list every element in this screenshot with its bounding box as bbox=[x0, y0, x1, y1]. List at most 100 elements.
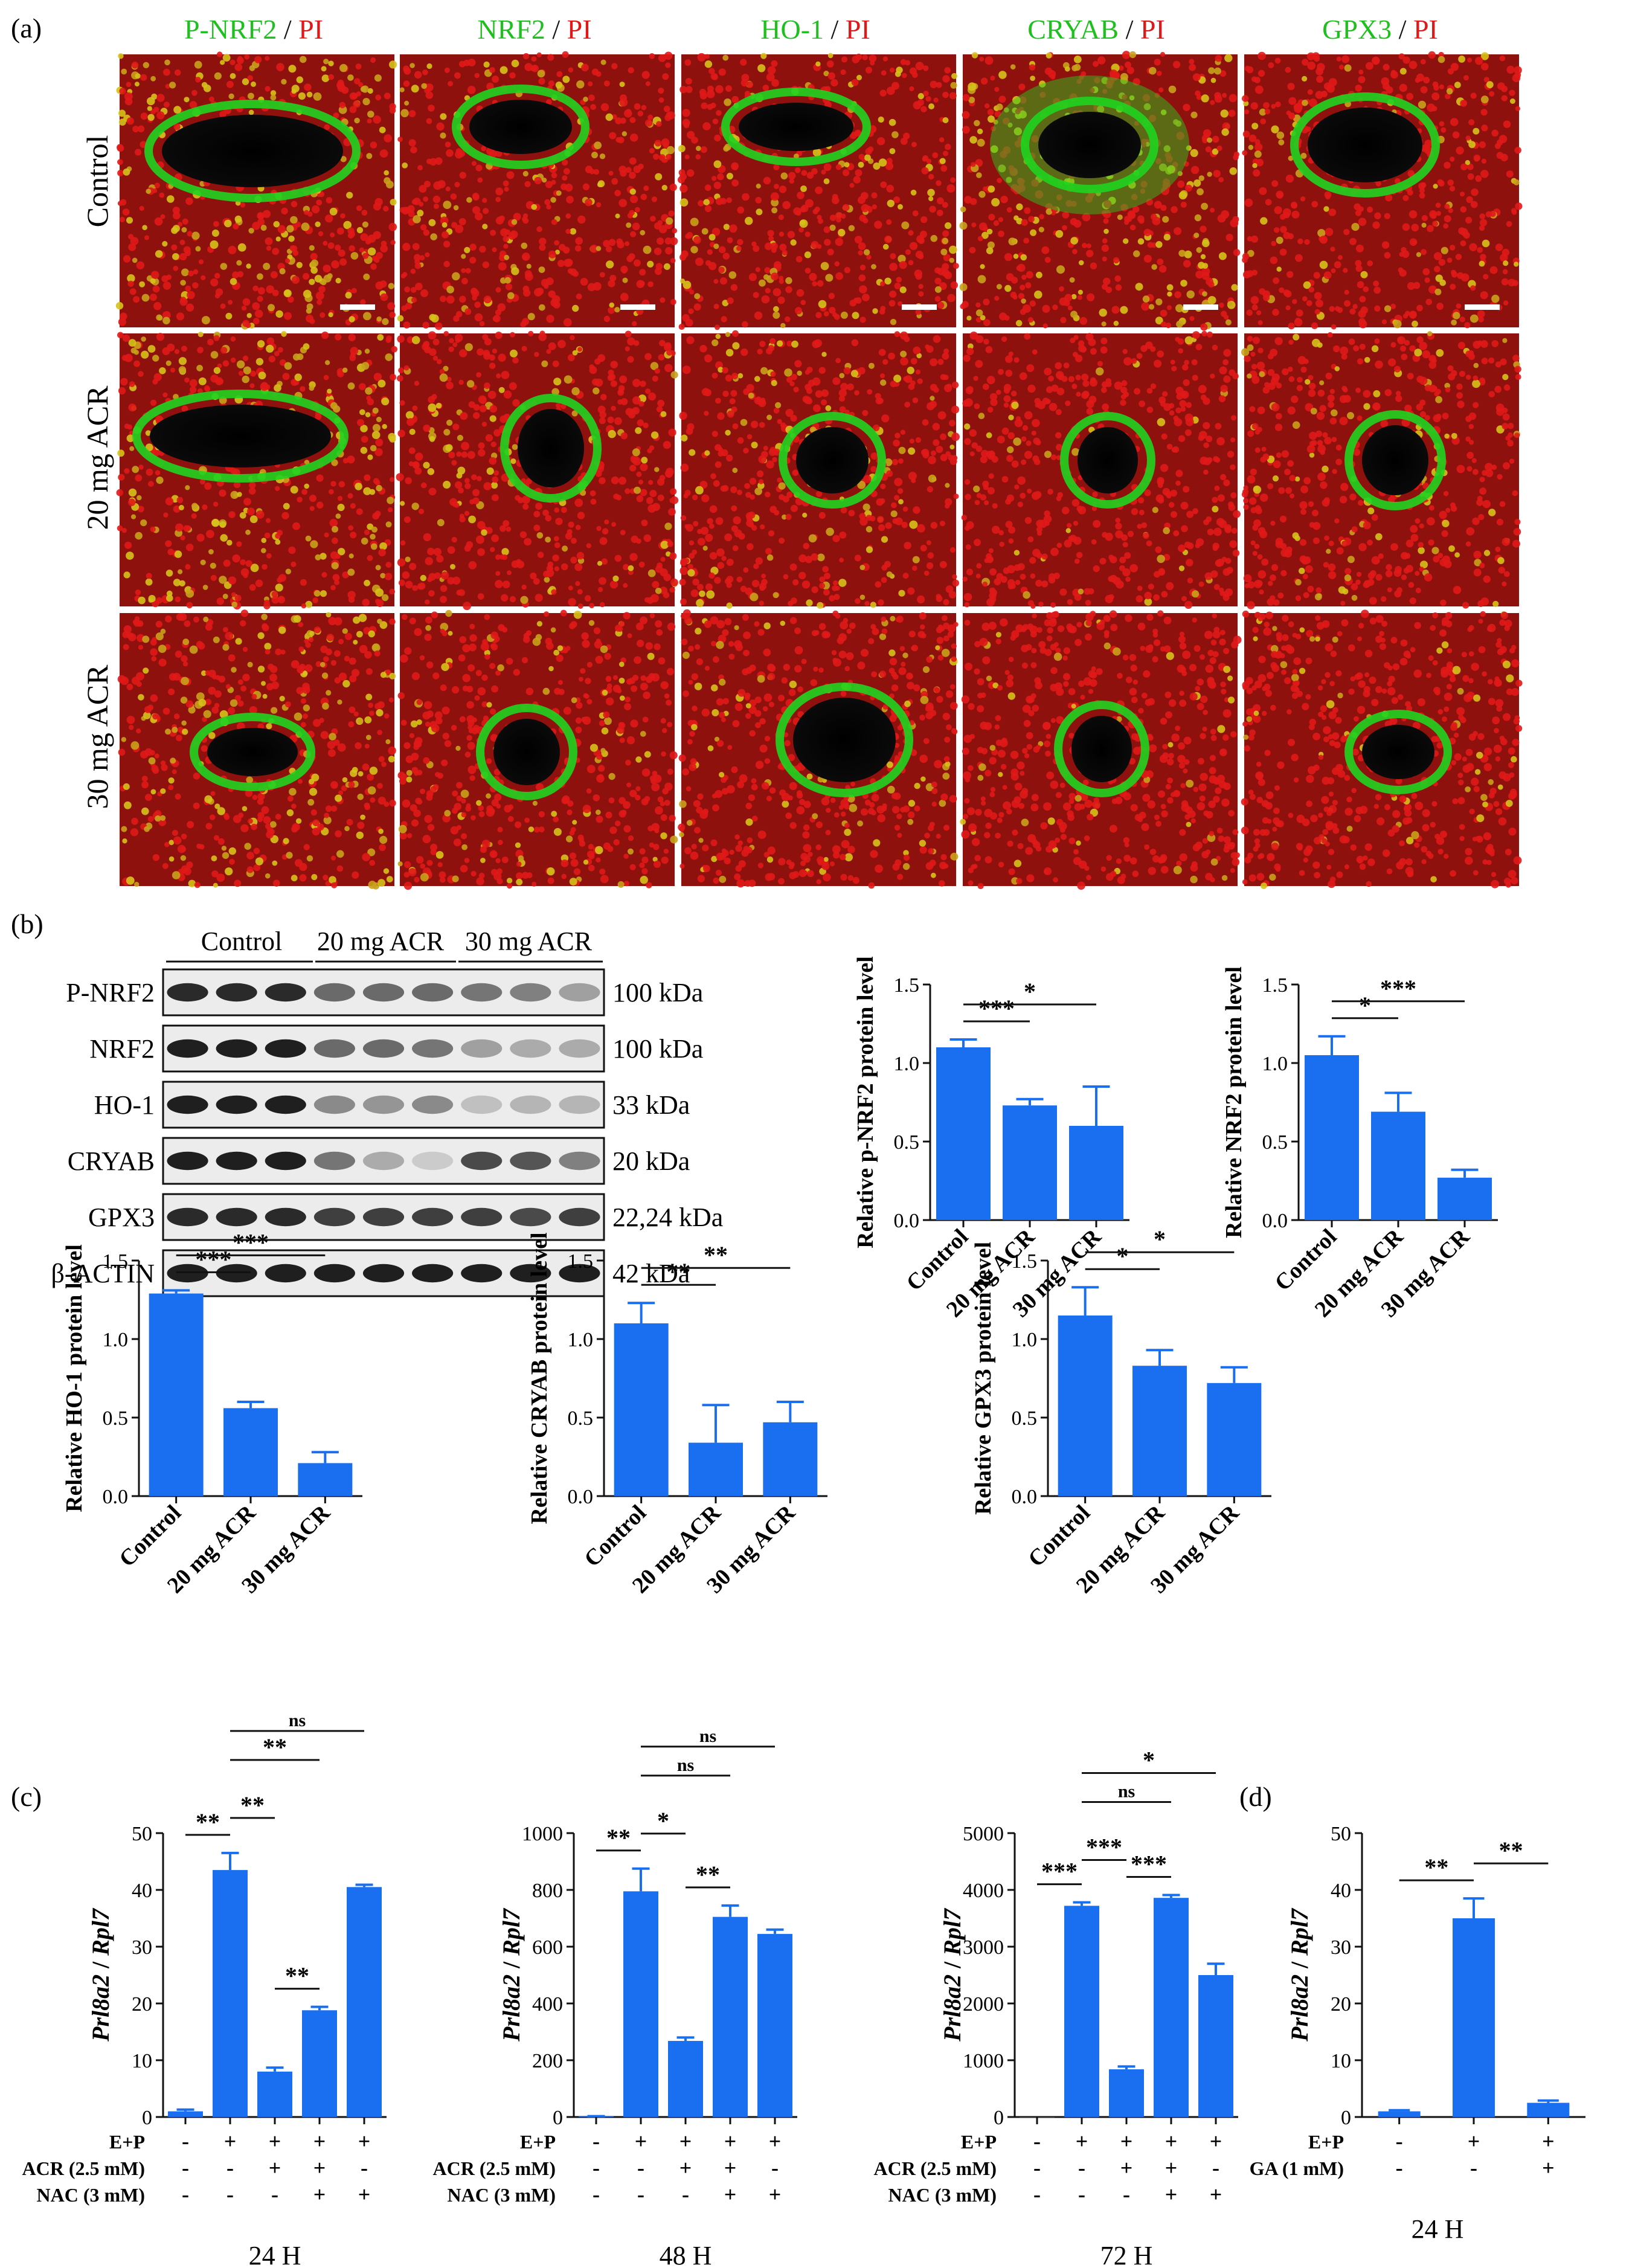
bar bbox=[1069, 1126, 1123, 1220]
blot-band bbox=[559, 1208, 600, 1226]
col-header-nrf2: NRF2 / PI bbox=[477, 14, 591, 45]
significance-label: ns bbox=[677, 1755, 694, 1775]
treatment-mark: - bbox=[1078, 2156, 1085, 2180]
y-tick-label: 0.0 bbox=[894, 1210, 920, 1232]
micrograph-tile bbox=[962, 331, 1241, 609]
blot-band bbox=[363, 1096, 404, 1114]
bar bbox=[1305, 1055, 1359, 1220]
blot-group-30mg: 30 mg ACR bbox=[465, 927, 593, 956]
blot-kda-label: 22,24 kDa bbox=[612, 1203, 723, 1232]
significance-label: ** bbox=[666, 1258, 690, 1285]
blot-band bbox=[167, 1208, 208, 1226]
micrograph-grid bbox=[116, 51, 1523, 890]
panel-a-headers: P-NRF2 / PI NRF2 / PI HO-1 / PI CRYAB / … bbox=[184, 14, 1438, 45]
blot-band bbox=[461, 1039, 502, 1058]
treatment-mark: - bbox=[1123, 2182, 1130, 2206]
treatment-mark: + bbox=[358, 2182, 371, 2206]
blot-band bbox=[412, 1152, 453, 1170]
treatment-mark: + bbox=[1210, 2129, 1222, 2153]
blot-band bbox=[167, 983, 208, 1001]
micrograph-tile bbox=[679, 330, 960, 609]
treatment-mark: + bbox=[679, 2129, 692, 2153]
y-tick-label: 0.5 bbox=[568, 1407, 594, 1430]
significance-label: *** bbox=[1131, 1850, 1167, 1877]
blot-band bbox=[363, 1264, 404, 1282]
time-label: 24 H bbox=[1412, 2214, 1464, 2244]
treatment-mark: - bbox=[1396, 2129, 1403, 2153]
treatment-mark: - bbox=[1470, 2156, 1477, 2180]
bar bbox=[1058, 1316, 1113, 1496]
significance-label: ** bbox=[606, 1824, 631, 1851]
y-tick-label: 0.0 bbox=[1012, 1486, 1038, 1508]
scale-bar bbox=[902, 304, 937, 310]
bar bbox=[1154, 1898, 1189, 2117]
y-tick-label: 50 bbox=[1331, 1823, 1351, 1845]
significance-label: * bbox=[1359, 992, 1371, 1019]
treatment-label: E+P bbox=[520, 2131, 556, 2153]
blot-band bbox=[216, 1208, 257, 1226]
y-tick-label: 3000 bbox=[963, 1936, 1004, 1959]
y-tick-label: 1.0 bbox=[103, 1329, 129, 1351]
y-axis-label: Relative CRYAB protein level bbox=[527, 1232, 552, 1524]
y-tick-label: 600 bbox=[532, 1936, 563, 1959]
scale-bar bbox=[1183, 304, 1218, 310]
treatment-label: NAC (3 mM) bbox=[888, 2184, 997, 2206]
y-axis-label: Relative GPX3 protein level bbox=[971, 1242, 996, 1515]
y-axis-label: Prl8a2 / Rpl7 bbox=[939, 1907, 966, 2042]
row-label-control: Control bbox=[80, 135, 114, 228]
x-category-label: Control bbox=[579, 1500, 651, 1572]
y-tick-label: 1.0 bbox=[894, 1053, 920, 1075]
bar bbox=[668, 2041, 703, 2117]
treatment-mark: + bbox=[1542, 2129, 1555, 2153]
treatment-mark: + bbox=[1120, 2129, 1133, 2153]
blot-band bbox=[510, 1096, 551, 1114]
bar bbox=[149, 1294, 204, 1496]
y-tick-label: 1.5 bbox=[1262, 974, 1288, 997]
time-label: 72 H bbox=[1100, 2241, 1153, 2265]
significance-label: ** bbox=[1424, 1854, 1448, 1881]
blot-band bbox=[216, 1152, 257, 1170]
bar bbox=[1198, 1975, 1233, 2117]
scale-bar bbox=[620, 304, 655, 310]
blot-band bbox=[167, 1039, 208, 1058]
significance-label: *** bbox=[195, 1245, 231, 1273]
bar bbox=[257, 2072, 292, 2117]
treatment-mark: - bbox=[593, 2156, 600, 2180]
blot-band bbox=[216, 983, 257, 1001]
treatment-label: E+P bbox=[1308, 2131, 1344, 2153]
bar bbox=[298, 1463, 352, 1496]
treatment-mark: + bbox=[313, 2156, 326, 2180]
treatment-label: NAC (3 mM) bbox=[37, 2184, 146, 2206]
col-header-ho1: HO-1 / PI bbox=[760, 14, 870, 45]
treatment-mark: + bbox=[724, 2182, 737, 2206]
blot-band bbox=[363, 1039, 404, 1058]
bar bbox=[614, 1323, 669, 1496]
treatment-mark: - bbox=[1033, 2182, 1041, 2206]
blot-band bbox=[265, 1096, 306, 1114]
treatment-mark: - bbox=[1212, 2156, 1219, 2180]
y-tick-label: 50 bbox=[132, 1823, 152, 1845]
x-category-label: Control bbox=[114, 1500, 186, 1572]
blot-band bbox=[363, 1208, 404, 1226]
y-tick-label: 5000 bbox=[963, 1823, 1004, 1845]
treatment-mark: + bbox=[1076, 2129, 1088, 2153]
treatment-mark: - bbox=[637, 2182, 644, 2206]
panel-label-b: (b) bbox=[11, 908, 43, 939]
y-axis-label: Prl8a2 / Rpl7 bbox=[87, 1907, 114, 2042]
y-axis-label: Prl8a2 / Rpl7 bbox=[498, 1907, 525, 2042]
bar bbox=[763, 1422, 817, 1496]
significance-label: ns bbox=[289, 1711, 306, 1730]
significance-label: * bbox=[1024, 978, 1036, 1005]
row-label-30mg: 30 mg ACR bbox=[80, 664, 114, 809]
significance-label: *** bbox=[1380, 975, 1416, 1002]
blot-group-20mg: 20 mg ACR bbox=[317, 927, 445, 956]
blot-band bbox=[314, 1152, 355, 1170]
blot-band bbox=[510, 1208, 551, 1226]
blot-band bbox=[265, 983, 306, 1001]
significance-label: ** bbox=[240, 1791, 265, 1819]
y-tick-label: 1000 bbox=[963, 2050, 1004, 2072]
treatment-label: ACR (2.5 mM) bbox=[433, 2157, 556, 2179]
